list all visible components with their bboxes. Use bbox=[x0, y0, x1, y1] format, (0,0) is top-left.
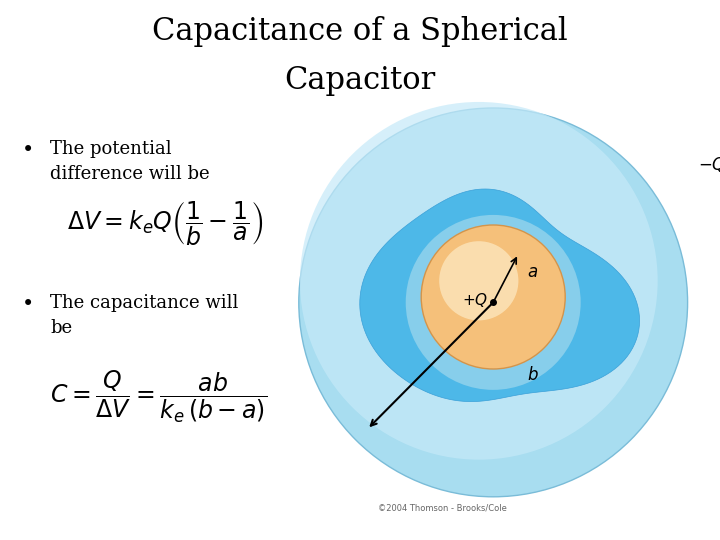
Text: The potential
difference will be: The potential difference will be bbox=[50, 140, 210, 184]
Text: $-Q$: $-Q$ bbox=[698, 155, 720, 174]
Text: $\Delta V = k_e Q\left(\dfrac{1}{b} - \dfrac{1}{a}\right)$: $\Delta V = k_e Q\left(\dfrac{1}{b} - \d… bbox=[68, 200, 264, 248]
Ellipse shape bbox=[300, 102, 657, 460]
Text: Capacitance of a Spherical: Capacitance of a Spherical bbox=[152, 16, 568, 47]
Text: •: • bbox=[22, 140, 34, 160]
Text: $+Q$: $+Q$ bbox=[462, 291, 488, 309]
Text: •: • bbox=[22, 294, 34, 314]
Ellipse shape bbox=[299, 108, 688, 497]
Text: $a$: $a$ bbox=[527, 264, 539, 281]
Ellipse shape bbox=[439, 241, 518, 320]
Polygon shape bbox=[360, 189, 639, 402]
Text: The capacitance will
be: The capacitance will be bbox=[50, 294, 239, 338]
Text: $b$: $b$ bbox=[527, 366, 539, 384]
Text: ©2004 Thomson - Brooks/Cole: ©2004 Thomson - Brooks/Cole bbox=[379, 503, 507, 512]
Ellipse shape bbox=[406, 215, 581, 390]
Ellipse shape bbox=[421, 225, 565, 369]
Text: $C = \dfrac{Q}{\Delta V} = \dfrac{ab}{k_e\,(b - a)}$: $C = \dfrac{Q}{\Delta V} = \dfrac{ab}{k_… bbox=[50, 369, 267, 424]
Text: Capacitor: Capacitor bbox=[284, 65, 436, 96]
